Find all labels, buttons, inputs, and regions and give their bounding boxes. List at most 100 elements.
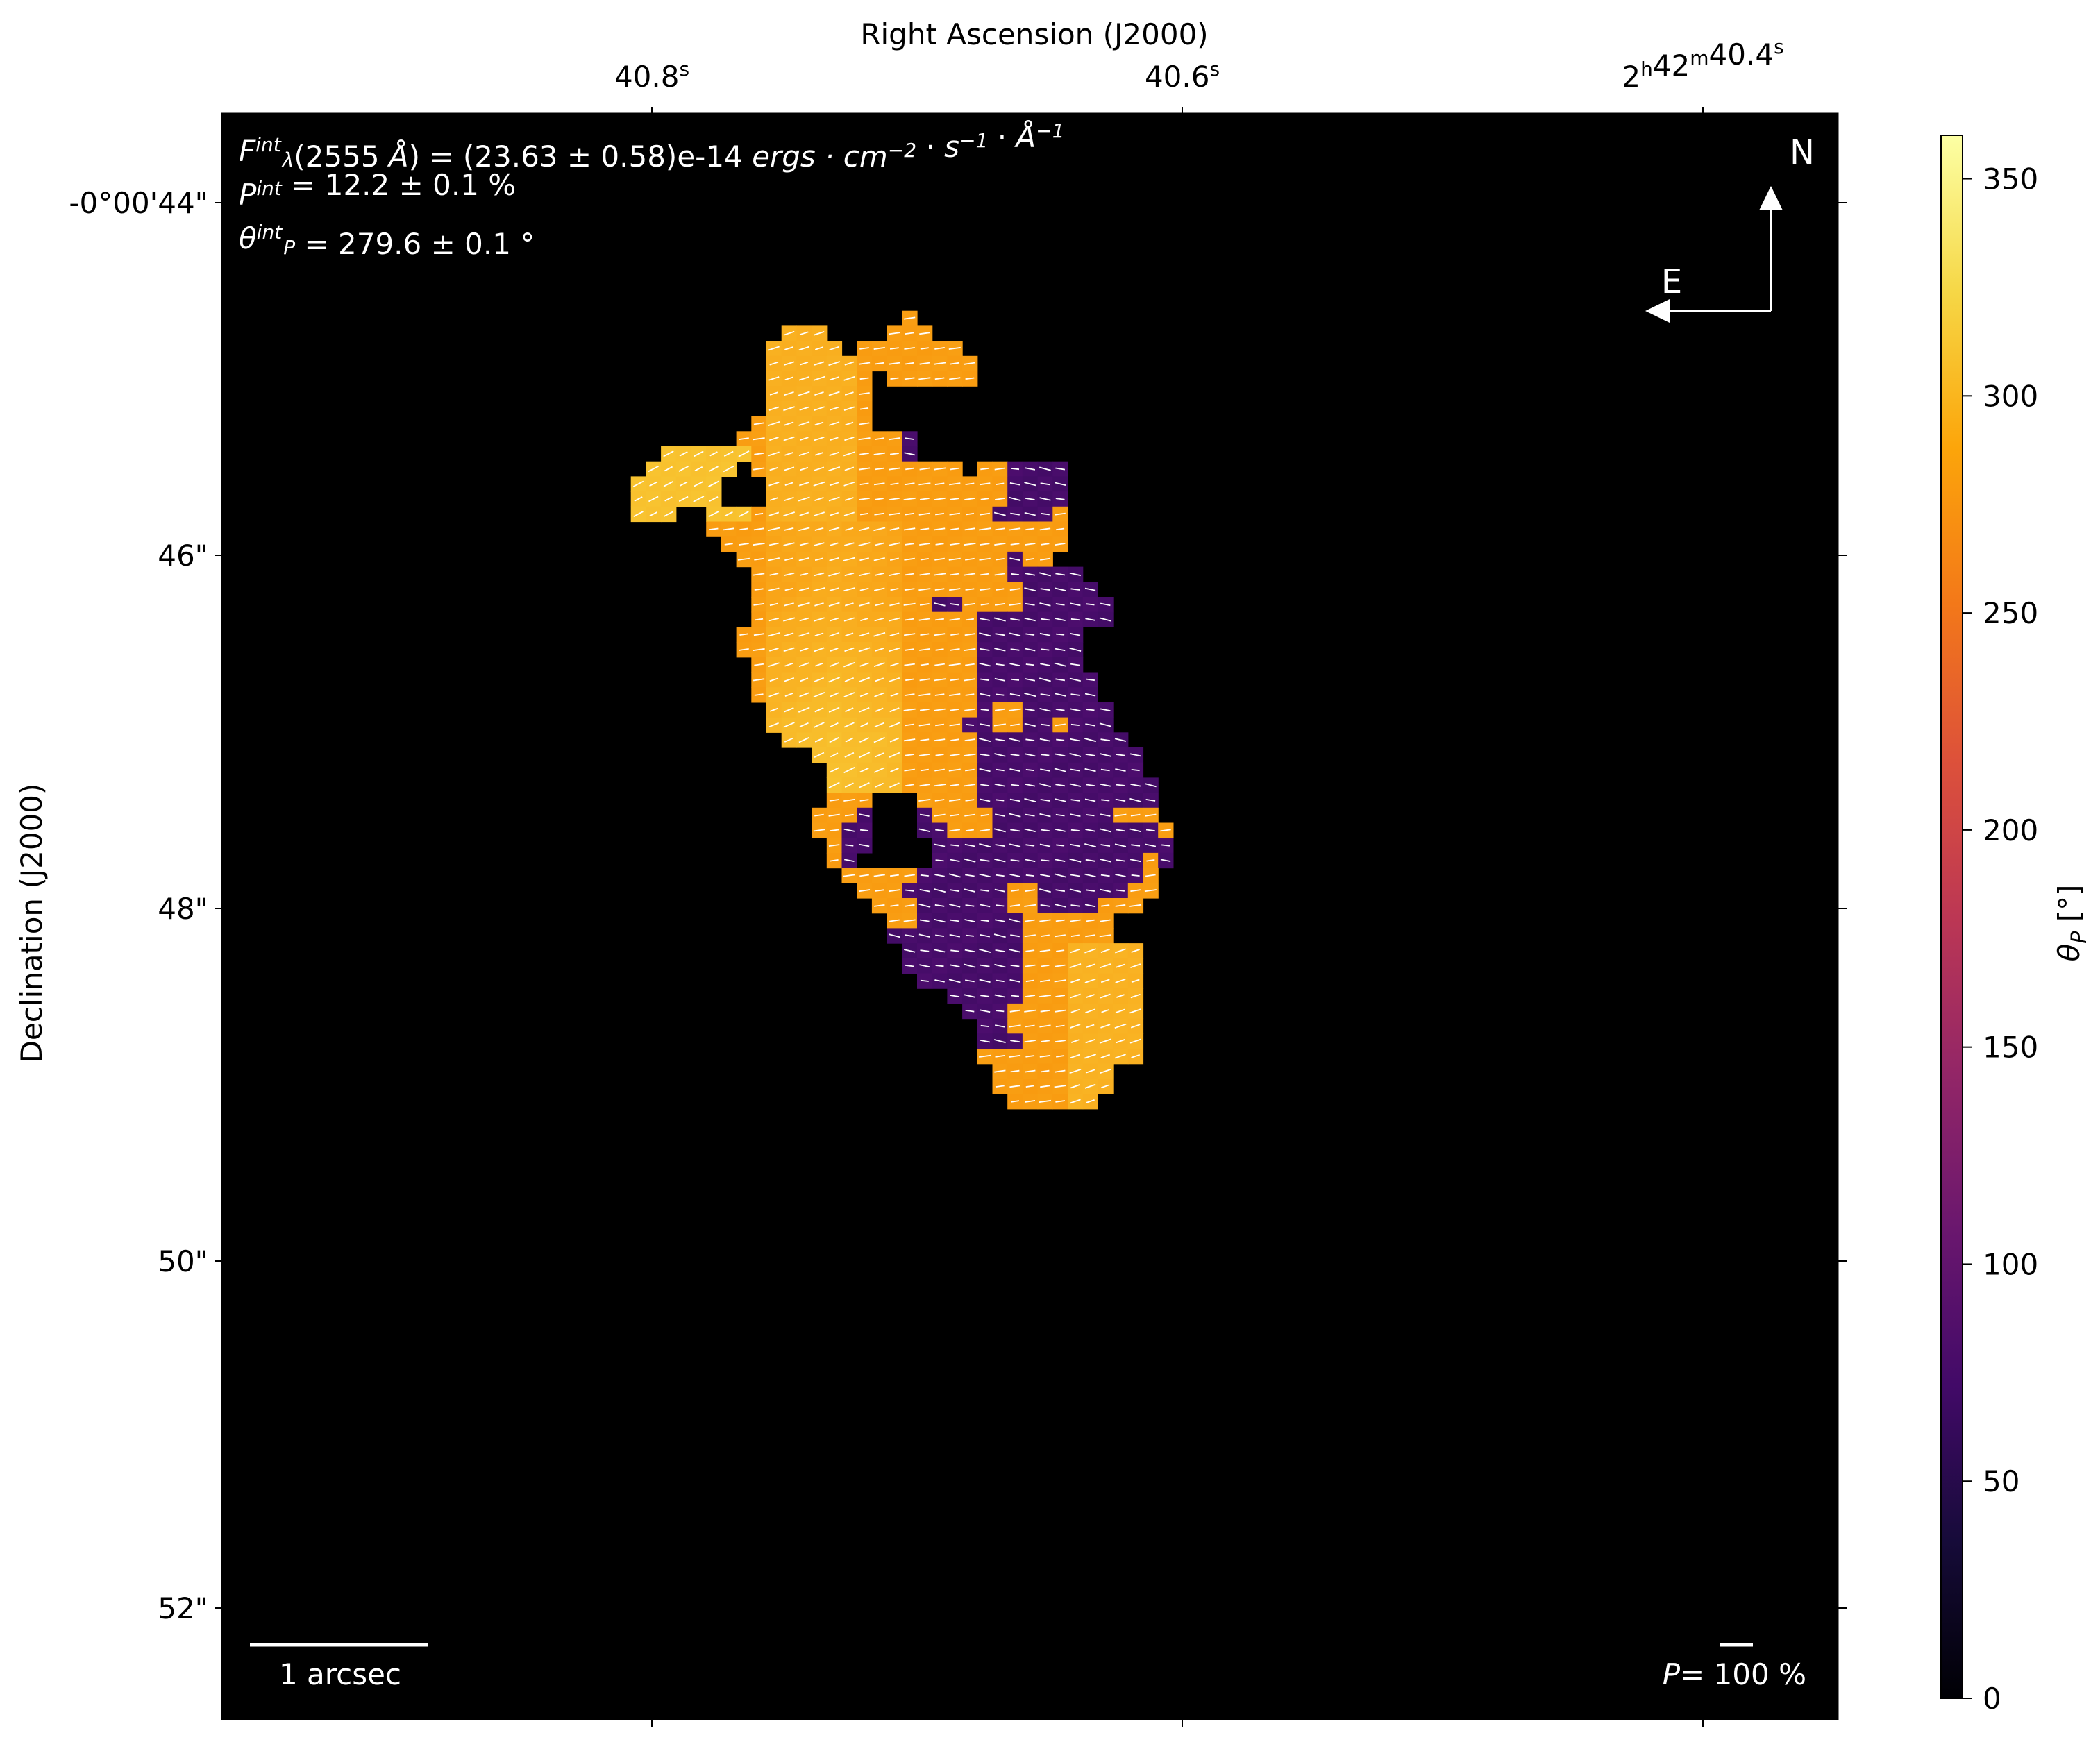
polarization-vector	[709, 496, 719, 502]
polarization-vector	[905, 889, 914, 892]
polarization-vector	[843, 617, 855, 622]
polarization-vector	[814, 361, 825, 366]
polarization-vector	[1039, 995, 1052, 998]
polarization-vector	[918, 933, 931, 938]
polarization-vector	[1039, 843, 1051, 847]
polarization-vector	[1070, 948, 1080, 954]
polarization-vector	[995, 1085, 1005, 1088]
polarization-vector	[965, 829, 975, 832]
polarization-vector	[783, 511, 795, 517]
polarization-vector	[783, 330, 795, 336]
polarization-vector	[784, 737, 794, 743]
polarization-vector	[873, 736, 885, 743]
polarization-vector	[905, 964, 914, 967]
polarization-vector	[918, 588, 931, 591]
polarization-vector	[935, 543, 944, 546]
polarization-vector	[829, 421, 840, 426]
polarization-vector	[1055, 1100, 1066, 1103]
polarization-vector	[828, 813, 840, 817]
polarization-vector	[949, 723, 961, 727]
polarization-vector	[859, 557, 869, 561]
polarization-vector	[1115, 1008, 1126, 1013]
polarization-vector	[830, 542, 839, 546]
polarization-vector	[859, 692, 869, 697]
polarization-vector	[1086, 1099, 1095, 1103]
polarization-vector	[905, 784, 914, 786]
polarization-vector	[1070, 618, 1080, 621]
polarization-vector	[995, 979, 1005, 983]
integrated-values-annotation: Fintλ(2555 Å) = (23.63 ± 0.58)e-14 ergs …	[239, 119, 1064, 261]
polarization-vector	[859, 407, 869, 410]
polarization-vector	[890, 768, 899, 772]
polarization-vector	[769, 497, 778, 501]
polarization-vector	[918, 377, 931, 380]
polarization-vector	[950, 573, 960, 576]
polarization-vector	[1070, 708, 1081, 712]
polarization-vector	[995, 949, 1005, 952]
polarization-vector	[1070, 663, 1080, 666]
polarization-vector	[965, 512, 975, 516]
polarization-vector	[964, 843, 975, 847]
polarization-vector	[784, 527, 794, 531]
polarization-vector	[994, 648, 1006, 652]
polarization-vector	[1100, 783, 1111, 787]
polarization-vector	[829, 799, 839, 802]
polarization-vector	[1024, 693, 1036, 697]
polarization-vector	[1025, 874, 1034, 877]
polarization-vector	[1010, 829, 1020, 832]
polarization-vector	[1131, 979, 1140, 983]
polarization-vector	[965, 693, 975, 696]
polarization-vector	[919, 678, 930, 682]
polarization-vector	[768, 511, 780, 516]
polarization-vector	[1085, 618, 1095, 621]
polarization-vector	[753, 573, 765, 576]
polarization-vector	[996, 482, 1005, 485]
polarization-vector	[948, 346, 961, 350]
polarization-vector	[1086, 1024, 1095, 1029]
colorbar-tick-label: 250	[1983, 596, 2038, 630]
polarization-vector	[1040, 934, 1050, 937]
polarization-vector	[1040, 799, 1050, 802]
polarization-vector	[1024, 964, 1036, 967]
polarization-vector	[1084, 798, 1096, 802]
polarization-vector	[1025, 813, 1035, 817]
polarization-vector	[768, 346, 780, 351]
polarization-vector	[994, 859, 1006, 863]
polarization-vector	[1070, 919, 1081, 922]
polarization-vector	[1070, 633, 1081, 636]
polarization-vector	[874, 648, 884, 652]
polarization-vector	[980, 753, 990, 756]
polarization-vector	[964, 738, 975, 742]
polarization-vector	[1025, 1024, 1035, 1028]
polarization-vector	[784, 346, 793, 350]
polarization-vector	[1130, 963, 1141, 969]
polarization-vector	[843, 661, 855, 668]
polarization-vector	[1100, 738, 1111, 742]
polarization-vector	[933, 573, 946, 576]
polarization-vector	[980, 648, 990, 651]
polarization-vector	[920, 768, 929, 772]
polarization-vector	[920, 874, 929, 877]
polarization-vector	[1085, 1008, 1096, 1014]
polarization-vector	[1039, 497, 1051, 501]
polarization-vector	[1025, 467, 1036, 471]
polarization-vector	[859, 874, 869, 877]
polarization-vector	[920, 949, 930, 952]
polarization-vector	[979, 632, 991, 637]
polarization-vector	[889, 737, 900, 743]
polarization-vector	[1025, 784, 1036, 787]
polarization-vector	[1084, 738, 1097, 743]
polarization-vector	[1039, 949, 1051, 952]
polarization-vector	[1054, 1085, 1066, 1088]
polarization-vector	[828, 361, 841, 366]
polarization-vector	[828, 572, 841, 577]
polarization-vector	[1054, 693, 1066, 697]
polarization-vector	[903, 708, 916, 711]
polarization-vector	[709, 466, 719, 472]
polarization-vector	[964, 362, 976, 365]
polarization-vector	[1039, 1054, 1051, 1058]
polarization-vector	[934, 557, 945, 561]
polarization-vector	[1041, 1069, 1050, 1073]
polarization-vector	[904, 588, 915, 591]
polarization-vector	[1025, 859, 1036, 863]
